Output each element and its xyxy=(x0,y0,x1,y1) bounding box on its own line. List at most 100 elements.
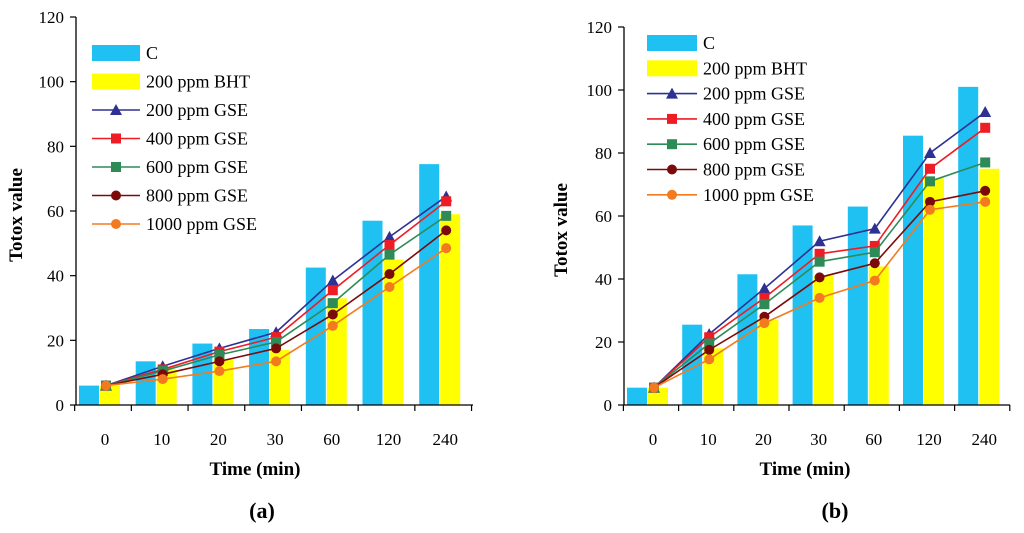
point-400-ppm-gse xyxy=(869,240,880,251)
x-tick-label: 20 xyxy=(755,430,772,449)
legend-marker-200-ppm-gse xyxy=(666,87,678,99)
legend-label-400-ppm-gse: 400 ppm GSE xyxy=(146,129,248,149)
point-400-ppm-gse xyxy=(441,196,452,207)
point-1000-ppm-gse xyxy=(869,275,880,286)
point-800-ppm-gse xyxy=(214,356,225,367)
y-tick-label: 20 xyxy=(595,333,612,352)
y-tick-label: 100 xyxy=(587,81,613,100)
point-600-ppm-gse xyxy=(980,157,991,168)
legend-marker-600-ppm-gse xyxy=(111,162,121,172)
x-tick-label: 60 xyxy=(323,430,340,449)
y-axis-title: Totox value xyxy=(6,168,27,262)
point-600-ppm-gse xyxy=(925,176,935,187)
panel-label: (a) xyxy=(249,498,275,523)
point-200-ppm-gse xyxy=(924,147,936,158)
point-600-ppm-gse xyxy=(869,247,880,258)
x-tick-label: 0 xyxy=(649,430,658,449)
y-tick-label: 60 xyxy=(47,202,64,221)
x-tick-label: 10 xyxy=(153,430,170,449)
point-800-ppm-gse xyxy=(814,272,825,283)
y-tick-label: 120 xyxy=(587,18,613,37)
point-200-ppm-gse xyxy=(758,282,771,294)
point-400-ppm-gse xyxy=(327,285,338,296)
point-1000-ppm-gse xyxy=(327,320,338,331)
bar-200-ppm-bht xyxy=(813,275,834,405)
point-1000-ppm-gse xyxy=(157,374,168,385)
point-400-ppm-gse xyxy=(814,248,825,259)
legend-label-1000-ppm-gse: 1000 ppm GSE xyxy=(703,185,814,205)
point-600-ppm-gse xyxy=(271,336,282,347)
bar-c xyxy=(419,164,440,405)
bar-c xyxy=(903,135,923,406)
point-400-ppm-gse xyxy=(980,122,991,133)
point-1000-ppm-gse xyxy=(704,354,715,365)
legend-marker-400-ppm-gse xyxy=(111,133,121,144)
x-axis-title: Time (min) xyxy=(760,459,851,480)
point-1000-ppm-gse xyxy=(814,292,825,303)
legend-swatch-c xyxy=(92,45,140,61)
legend-marker-1000-ppm-gse xyxy=(667,189,677,200)
point-800-ppm-gse xyxy=(980,185,991,196)
bar-c xyxy=(627,387,647,405)
legend-marker-800-ppm-gse xyxy=(111,190,121,201)
point-1000-ppm-gse xyxy=(101,380,111,391)
point-800-ppm-gse xyxy=(925,196,935,207)
bar-200-ppm-bht xyxy=(383,259,404,405)
x-tick-label: 120 xyxy=(376,430,402,449)
y-tick-label: 40 xyxy=(47,267,64,286)
point-400-ppm-gse xyxy=(759,292,770,303)
point-600-ppm-gse xyxy=(327,298,338,309)
point-1000-ppm-gse xyxy=(649,382,659,393)
legend-marker-1000-ppm-gse xyxy=(111,219,121,229)
bar-200-ppm-bht xyxy=(924,178,944,405)
x-tick-label: 10 xyxy=(700,430,717,449)
legend-label-600-ppm-gse: 600 ppm GSE xyxy=(146,157,248,177)
chart-panel-b: 0 20 40 60 80 100 120 0 10 20 30 60 120 240 Totox valu… xyxy=(551,18,1011,523)
bar-c xyxy=(249,329,270,405)
point-800-ppm-gse xyxy=(327,309,338,320)
point-800-ppm-gse xyxy=(869,258,880,269)
point-1000-ppm-gse xyxy=(925,204,935,215)
legend-label-800-ppm-gse: 800 ppm GSE xyxy=(146,186,248,206)
point-600-ppm-gse xyxy=(759,299,770,310)
y-tick-label: 0 xyxy=(604,396,613,415)
legend-swatch-c xyxy=(647,35,697,51)
point-600-ppm-gse xyxy=(441,210,452,221)
x-tick-label: 240 xyxy=(971,430,997,449)
legend-label-600-ppm-gse: 600 ppm GSE xyxy=(703,134,805,154)
legend: C 200 ppm BHT 200 ppm GSE 400 ppm GSE 600 pp… xyxy=(647,33,814,205)
legend-swatch-200-ppm-bht xyxy=(92,73,140,90)
x-axis-title: Time (min) xyxy=(210,459,301,480)
y-tick-label: 100 xyxy=(39,73,65,92)
bar-c xyxy=(135,361,156,405)
point-600-ppm-gse xyxy=(384,249,395,260)
point-600-ppm-gse xyxy=(214,349,225,360)
point-400-ppm-gse xyxy=(925,163,935,174)
legend-marker-800-ppm-gse xyxy=(667,164,677,175)
x-tick-label: 30 xyxy=(267,430,284,449)
panel-label: (b) xyxy=(822,498,849,523)
bar-c xyxy=(79,385,99,405)
point-800-ppm-gse xyxy=(384,269,395,280)
x-tick-label: 240 xyxy=(432,430,458,449)
y-axis-title: Totox value xyxy=(551,183,572,277)
legend-label-c: C xyxy=(703,33,715,53)
x-tick-label: 0 xyxy=(101,430,110,449)
point-600-ppm-gse xyxy=(814,256,825,267)
point-800-ppm-gse xyxy=(441,225,452,236)
point-200-ppm-gse xyxy=(868,222,881,234)
bar-200-ppm-bht xyxy=(213,359,234,405)
y-tick-label: 80 xyxy=(47,137,64,156)
legend-label-1000-ppm-gse: 1000 ppm GSE xyxy=(146,214,257,234)
point-800-ppm-gse xyxy=(704,344,715,355)
bar-c xyxy=(362,220,383,405)
point-200-ppm-gse xyxy=(383,230,396,242)
point-200-ppm-gse xyxy=(979,106,992,118)
legend-label-200-ppm-gse: 200 ppm GSE xyxy=(703,84,805,104)
point-400-ppm-gse xyxy=(384,239,395,250)
y-tick-label: 80 xyxy=(595,144,612,163)
bar-c xyxy=(847,206,868,405)
point-1000-ppm-gse xyxy=(384,281,395,292)
bar-200-ppm-bht xyxy=(440,214,461,405)
